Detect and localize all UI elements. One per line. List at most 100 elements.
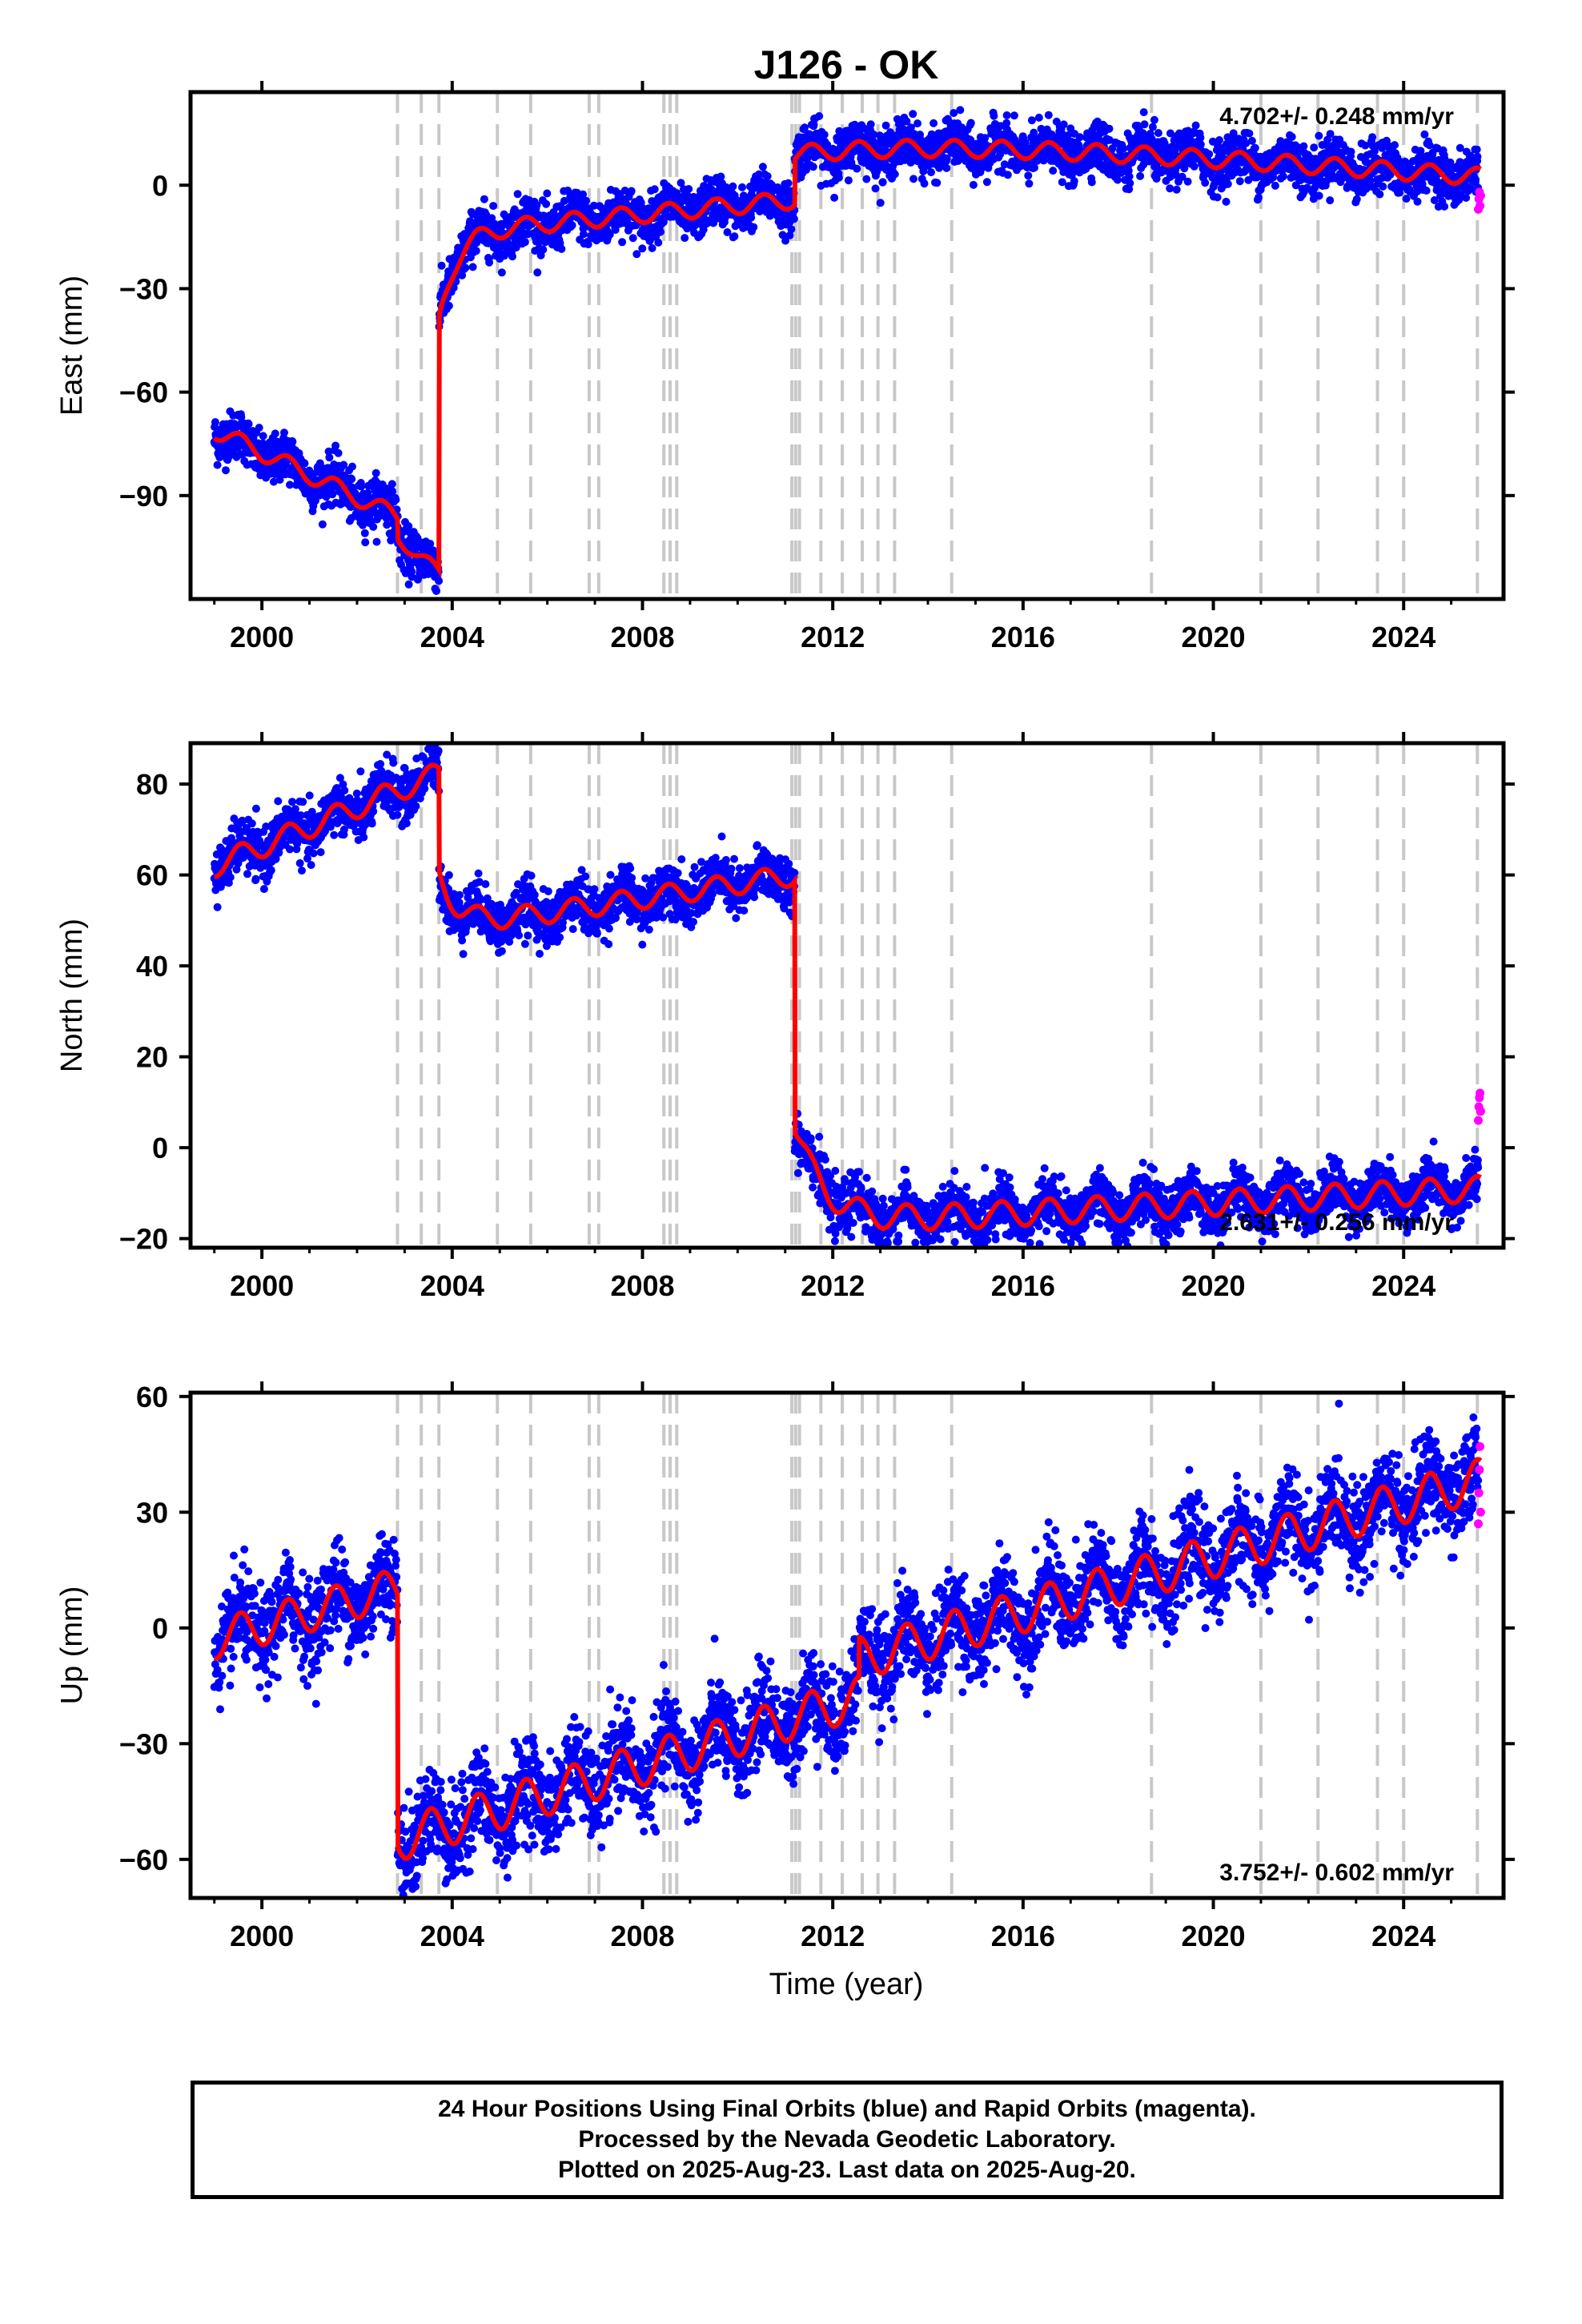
data-point: [328, 490, 337, 499]
data-point: [1413, 197, 1422, 206]
data-point: [1472, 175, 1480, 184]
data-point: [815, 112, 824, 120]
data-point: [902, 117, 911, 126]
data-point: [1178, 172, 1186, 181]
data-point: [1430, 196, 1439, 204]
data-point: [789, 215, 798, 223]
data-point: [1215, 136, 1223, 144]
x-tick-label: 2012: [801, 621, 865, 653]
data-point: [1440, 202, 1449, 211]
data-point: [485, 258, 494, 267]
data-point: [881, 121, 890, 130]
y-tick-label: −60: [119, 376, 168, 409]
data-point: [882, 162, 891, 171]
data-point: [1124, 167, 1133, 175]
data-point: [1126, 179, 1134, 187]
data-point: [1299, 142, 1308, 151]
data-point: [717, 172, 725, 181]
data-point: [1245, 129, 1254, 138]
data-point: [729, 182, 737, 191]
data-point: [339, 780, 347, 789]
x-tick-label: 2004: [420, 621, 484, 653]
data-point: [927, 168, 935, 177]
data-point: [685, 185, 693, 193]
data-point: [628, 234, 637, 243]
data-point: [444, 870, 453, 879]
y-tick-label: 0: [152, 169, 168, 202]
data-point: [330, 830, 339, 839]
data-point: [461, 263, 470, 272]
data-point: [1196, 133, 1205, 142]
data-point: [251, 875, 260, 883]
data-point: [300, 459, 309, 468]
data-point: [1087, 178, 1096, 187]
data-point: [1150, 115, 1158, 124]
data-point: [361, 538, 370, 547]
data-point: [820, 131, 829, 139]
data-point: [1171, 171, 1180, 179]
data-point: [387, 480, 396, 489]
data-point: [227, 834, 235, 842]
data-point: [331, 441, 340, 450]
data-point: [853, 164, 861, 173]
data-point: [376, 760, 385, 768]
data-point: [316, 848, 325, 857]
data-point: [242, 823, 251, 832]
data-point: [1347, 147, 1355, 156]
data-point: [404, 522, 413, 530]
data-point: [890, 170, 899, 179]
data-point: [1166, 129, 1174, 138]
y-axis-label: East (mm): [55, 275, 89, 416]
data-point: [830, 193, 839, 202]
panel-north: 2000 2004 2008 2012 2016 2020 2024806040200−20…: [55, 732, 1515, 1302]
data-point: [271, 429, 279, 438]
data-point: [1402, 195, 1411, 203]
data-point: [352, 789, 361, 798]
data-point: [909, 175, 917, 183]
data-point: [1242, 139, 1251, 147]
data-point: [656, 227, 665, 236]
data-point: [809, 120, 818, 129]
data-point: [920, 179, 929, 188]
data-point: [542, 199, 551, 208]
data-point: [303, 854, 311, 862]
data-point: [763, 172, 772, 180]
data-point: [781, 236, 790, 245]
data-point: [1472, 145, 1481, 154]
data-point: [1003, 171, 1012, 179]
data-point: [280, 428, 288, 437]
data-point: [391, 496, 400, 504]
data-point: [1059, 120, 1068, 129]
data-point: [1049, 167, 1058, 175]
data-point: [638, 244, 647, 253]
data-point: [305, 791, 314, 800]
data-point: [298, 866, 306, 875]
data-point: [1030, 128, 1038, 137]
data-point: [426, 540, 435, 548]
data-point: [213, 460, 222, 469]
data-point: [340, 786, 349, 794]
data-point: [1125, 172, 1134, 181]
data-point: [232, 865, 241, 874]
data-point: [1119, 144, 1128, 153]
data-point: [862, 175, 871, 183]
data-point: [981, 134, 990, 143]
data-point: [1148, 123, 1157, 131]
data-point: [1332, 142, 1341, 151]
data-point: [1255, 193, 1263, 202]
data-point: [906, 123, 915, 132]
data-point: [878, 178, 887, 187]
data-point: [1425, 141, 1434, 150]
data-point: [1113, 175, 1122, 184]
data-point: [286, 480, 294, 489]
data-point: [1391, 141, 1399, 150]
data-point: [982, 178, 991, 187]
data-point: [942, 154, 951, 163]
data-point: [1315, 131, 1323, 140]
data-point: [1201, 179, 1210, 187]
data-point: [269, 477, 278, 486]
data-point: [400, 764, 409, 773]
data-point: [251, 804, 260, 813]
data-point: [1136, 171, 1145, 180]
data-point: [262, 822, 271, 831]
